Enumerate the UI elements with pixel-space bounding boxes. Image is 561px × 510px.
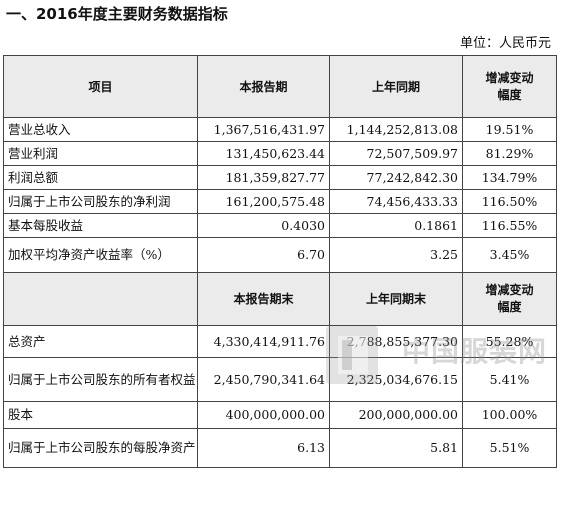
- row-label: 营业利润: [3, 141, 198, 166]
- current-value: 6.13: [197, 428, 330, 468]
- change-value: 134.79%: [462, 165, 557, 190]
- header2-change-line1: 增减变动: [485, 283, 534, 297]
- header2-change: 增减变动 幅度: [462, 272, 557, 326]
- row-label: 总资产: [3, 325, 198, 358]
- header-change: 增减变动 幅度: [462, 55, 557, 118]
- prior-value: 2,325,034,676.15: [329, 357, 463, 402]
- row-label: 基本每股收益: [3, 213, 198, 238]
- table-row: 基本每股收益 0.4030 0.1861 116.55%: [3, 213, 557, 238]
- current-value: 400,000,000.00: [197, 401, 330, 429]
- current-value: 181,359,827.77: [197, 165, 330, 190]
- header-change-line2: 幅度: [497, 87, 522, 102]
- unit-label: 单位：人民币元: [459, 36, 551, 51]
- header2-change-line2: 幅度: [497, 300, 522, 314]
- current-value: 6.70: [197, 237, 330, 273]
- table-row: 营业总收入 1,367,516,431.97 1,144,252,813.08 19.…: [3, 117, 557, 142]
- prior-value: 2,788,855,377.30: [329, 325, 463, 358]
- table-row: 归属于上市公司股东的净利润 161,200,575.48 74,456,433.33…: [3, 189, 557, 214]
- change-value: 3.45%: [462, 237, 557, 273]
- prior-value: 0.1861: [329, 213, 463, 238]
- row-label: 归属于上市公司股东的每股净资产: [3, 428, 198, 468]
- table-row: 营业利润 131,450,623.44 72,507,509.97 81.29%: [3, 141, 557, 166]
- table-row: 利润总额 181,359,827.77 77,242,842.30 134.79%: [3, 165, 557, 190]
- change-value: 116.50%: [462, 189, 557, 214]
- prior-value: 74,456,433.33: [329, 189, 463, 214]
- prior-value: 77,242,842.30: [329, 165, 463, 190]
- table-row: 股本 400,000,000.00 200,000,000.00 100.00%: [3, 401, 557, 429]
- current-value: 131,450,623.44: [197, 141, 330, 166]
- row-label: 归属于上市公司股东的所有者权益: [3, 357, 198, 402]
- table-header-2: 本报告期末 上年同期末 增减变动 幅度: [3, 272, 557, 326]
- change-value: 81.29%: [462, 141, 557, 166]
- prior-value: 5.81: [329, 428, 463, 468]
- prior-value: 72,507,509.97: [329, 141, 463, 166]
- prior-value: 3.25: [329, 237, 463, 273]
- current-value: 1,367,516,431.97: [197, 117, 330, 142]
- table-row: 归属于上市公司股东的所有者权益 2,450,790,341.64 2,325,034…: [3, 357, 557, 402]
- prior-value: 1,144,252,813.08: [329, 117, 463, 142]
- header2-item: [3, 272, 198, 326]
- change-value: 100.00%: [462, 401, 557, 429]
- financial-table: 项目 本报告期 上年同期 增减变动 幅度 营业总收入 1,367,516,431.…: [3, 55, 557, 468]
- row-label: 利润总额: [3, 165, 198, 190]
- current-value: 0.4030: [197, 213, 330, 238]
- table-header: 项目 本报告期 上年同期 增减变动 幅度: [3, 55, 557, 118]
- change-value: 5.51%: [462, 428, 557, 468]
- current-value: 2,450,790,341.64: [197, 357, 330, 402]
- change-value: 116.55%: [462, 213, 557, 238]
- current-value: 4,330,414,911.76: [197, 325, 330, 358]
- change-value: 5.41%: [462, 357, 557, 402]
- header-current: 本报告期: [197, 55, 330, 118]
- header-prior: 上年同期: [329, 55, 463, 118]
- row-label: 股本: [3, 401, 198, 429]
- change-value: 55.28%: [462, 325, 557, 358]
- row-label: 营业总收入: [3, 117, 198, 142]
- prior-value: 200,000,000.00: [329, 401, 463, 429]
- header2-prior: 上年同期末: [329, 272, 463, 326]
- table-row: 归属于上市公司股东的每股净资产 6.13 5.81 5.51%: [3, 428, 557, 468]
- header-change-line1: 增减变动: [485, 70, 534, 85]
- table-row: 加权平均净资产收益率（%） 6.70 3.25 3.45%: [3, 237, 557, 273]
- change-value: 19.51%: [462, 117, 557, 142]
- table-row: 总资产 4,330,414,911.76 2,788,855,377.30 55.28…: [3, 325, 557, 358]
- current-value: 161,200,575.48: [197, 189, 330, 214]
- header2-current: 本报告期末: [197, 272, 330, 326]
- header-item: 项目: [3, 55, 198, 118]
- row-label: 加权平均净资产收益率（%）: [3, 237, 198, 273]
- row-label: 归属于上市公司股东的净利润: [3, 189, 198, 214]
- section-title: 一、2016年度主要财务数据指标: [6, 5, 228, 23]
